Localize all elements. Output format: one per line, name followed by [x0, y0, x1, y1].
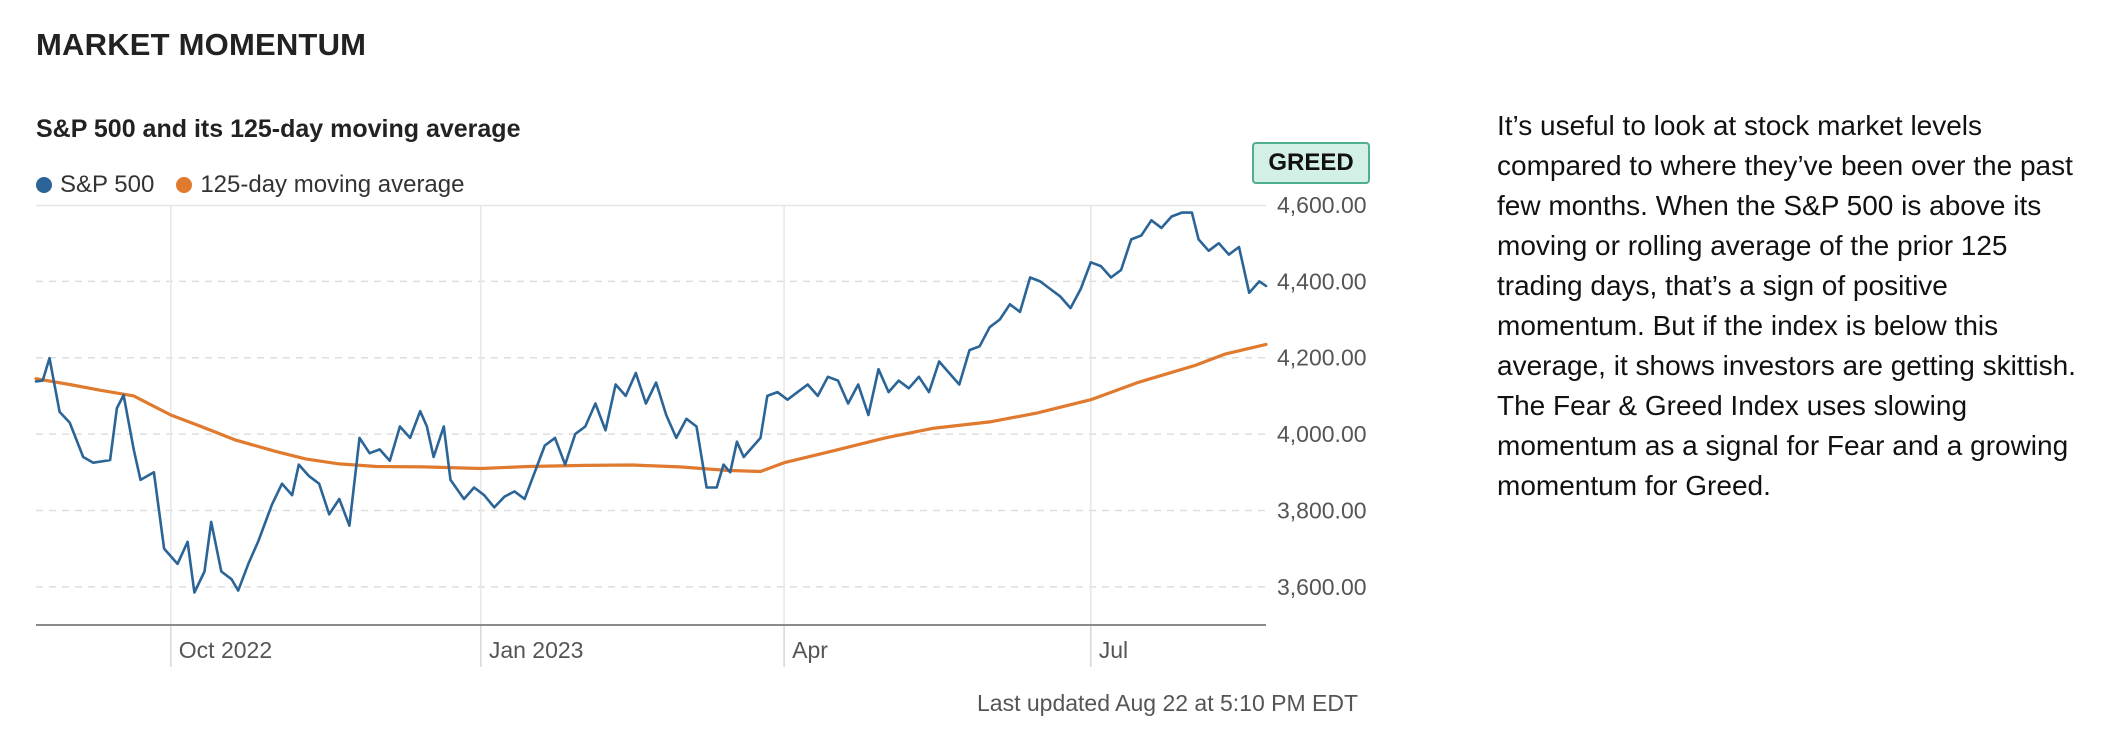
series-line-sp500 — [34, 211, 1268, 594]
legend-dot-moving-average — [176, 177, 193, 193]
axis-layer: 3,600.00 3,800.00 4,000.00 4,200.00 4,400.00… — [36, 192, 1367, 663]
legend-label-moving-average: 125-day moving average — [200, 171, 465, 198]
x-tick-label: Jul — [1099, 637, 1128, 663]
grid-layer — [36, 204, 1266, 667]
legend-item-moving-average[interactable]: 125-day moving average — [176, 171, 464, 199]
series-line-moving-average — [34, 342, 1268, 474]
x-tick-label: Oct 2022 — [179, 637, 272, 663]
chart-legend: S&P 500 125-day moving average — [36, 171, 486, 199]
y-tick-label: 4,600.00 — [1277, 192, 1367, 218]
momentum-description: It’s useful to look at stock market leve… — [1497, 110, 2076, 501]
legend-dot-sp500 — [36, 177, 52, 193]
series-layer — [34, 211, 1268, 594]
greed-badge: GREED — [1252, 142, 1370, 184]
x-tick-label: Apr — [792, 637, 828, 663]
legend-label-sp500: S&P 500 — [60, 171, 155, 198]
section-title: MARKET MOMENTUM — [36, 27, 367, 62]
y-tick-label: 3,600.00 — [1277, 574, 1367, 600]
y-tick-label: 4,400.00 — [1277, 268, 1367, 294]
legend-item-sp500[interactable]: S&P 500 — [36, 171, 154, 199]
chart-title: S&P 500 and its 125-day moving average — [36, 115, 521, 143]
y-tick-label: 4,200.00 — [1277, 345, 1367, 371]
y-tick-label: 3,800.00 — [1277, 497, 1367, 523]
y-tick-label: 4,000.00 — [1277, 421, 1367, 447]
x-tick-label: Jan 2023 — [489, 637, 584, 663]
last-updated-text: Last updated Aug 22 at 5:10 PM EDT — [977, 690, 1359, 716]
